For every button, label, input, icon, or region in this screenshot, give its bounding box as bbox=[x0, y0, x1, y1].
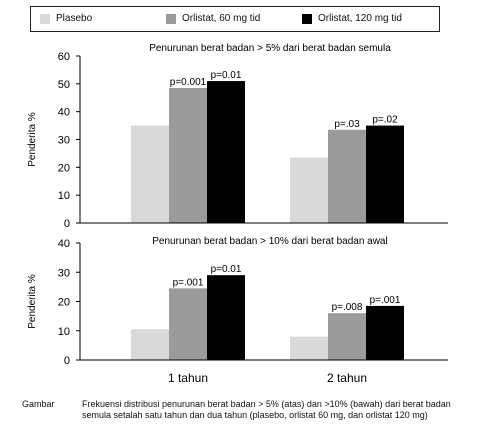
y-axis-label-1: Penderita % bbox=[27, 112, 38, 167]
caption-text: Frekuensi distribusi penurunan berat bad… bbox=[82, 399, 451, 420]
y-tick-label: 0 bbox=[64, 355, 70, 367]
bar-p2-2-1 bbox=[290, 336, 328, 360]
bar-p2-2-2 bbox=[328, 313, 366, 360]
y-tick-label: 0 bbox=[64, 218, 70, 230]
chart-title-2: Penurunan berat badan > 10% dari berat b… bbox=[152, 236, 387, 247]
bar-p1-2-2 bbox=[328, 129, 366, 223]
y-tick-label: 40 bbox=[58, 107, 70, 119]
p-value-label: p=0.01 bbox=[211, 70, 242, 81]
p-value-label: p=.001 bbox=[370, 295, 401, 306]
p-value-label: p=0.001 bbox=[170, 77, 207, 88]
y-tick-label: 10 bbox=[58, 326, 70, 338]
y-tick-label: 10 bbox=[58, 190, 70, 202]
y-axis-label-2: Penderita % bbox=[27, 274, 38, 329]
legend-swatch-orlistat-120 bbox=[302, 14, 312, 24]
p-value-label: p=.008 bbox=[332, 302, 363, 313]
legend-swatch-orlistat-60 bbox=[166, 14, 176, 24]
bar-p1-1-3 bbox=[207, 81, 245, 223]
legend-swatch-plasebo bbox=[40, 14, 50, 24]
p-value-label: p=.03 bbox=[334, 119, 360, 130]
p-value-label: p=0.01 bbox=[211, 264, 242, 275]
chart-title-1: Penurunan berat badan > 5% dari berat ba… bbox=[149, 43, 391, 54]
y-tick-label: 30 bbox=[58, 267, 70, 279]
bar-p1-1-2 bbox=[169, 88, 207, 223]
bar-p1-1-1 bbox=[131, 125, 169, 223]
legend-label-orlistat-120: Orlistat, 120 mg tid bbox=[318, 13, 402, 24]
bar-p1-2-1 bbox=[290, 157, 328, 223]
y-tick-label: 50 bbox=[58, 79, 70, 91]
p-value-label: p=.001 bbox=[173, 277, 204, 288]
y-tick-label: 20 bbox=[58, 162, 70, 174]
y-tick-label: 40 bbox=[58, 238, 70, 250]
y-tick-label: 20 bbox=[58, 297, 70, 309]
legend-label-plasebo: Plasebo bbox=[56, 13, 93, 24]
p-value-label: p=.02 bbox=[372, 115, 398, 126]
bar-p2-1-1 bbox=[131, 329, 169, 360]
x-category-label: 2 tahun bbox=[327, 371, 367, 385]
bar-p2-1-3 bbox=[207, 275, 245, 360]
bar-p1-2-3 bbox=[366, 125, 404, 223]
y-tick-label: 30 bbox=[58, 135, 70, 147]
legend-label-orlistat-60: Orlistat, 60 mg tid bbox=[182, 13, 261, 24]
y-tick-label: 60 bbox=[58, 51, 70, 63]
caption-label: Gambar bbox=[22, 399, 55, 409]
x-category-label: 1 tahun bbox=[168, 371, 208, 385]
bar-p2-1-2 bbox=[169, 288, 207, 360]
chart-legend: Plasebo Orlistat, 60 mg tid Orlistat, 12… bbox=[30, 6, 440, 32]
bar-p2-2-3 bbox=[366, 305, 404, 360]
